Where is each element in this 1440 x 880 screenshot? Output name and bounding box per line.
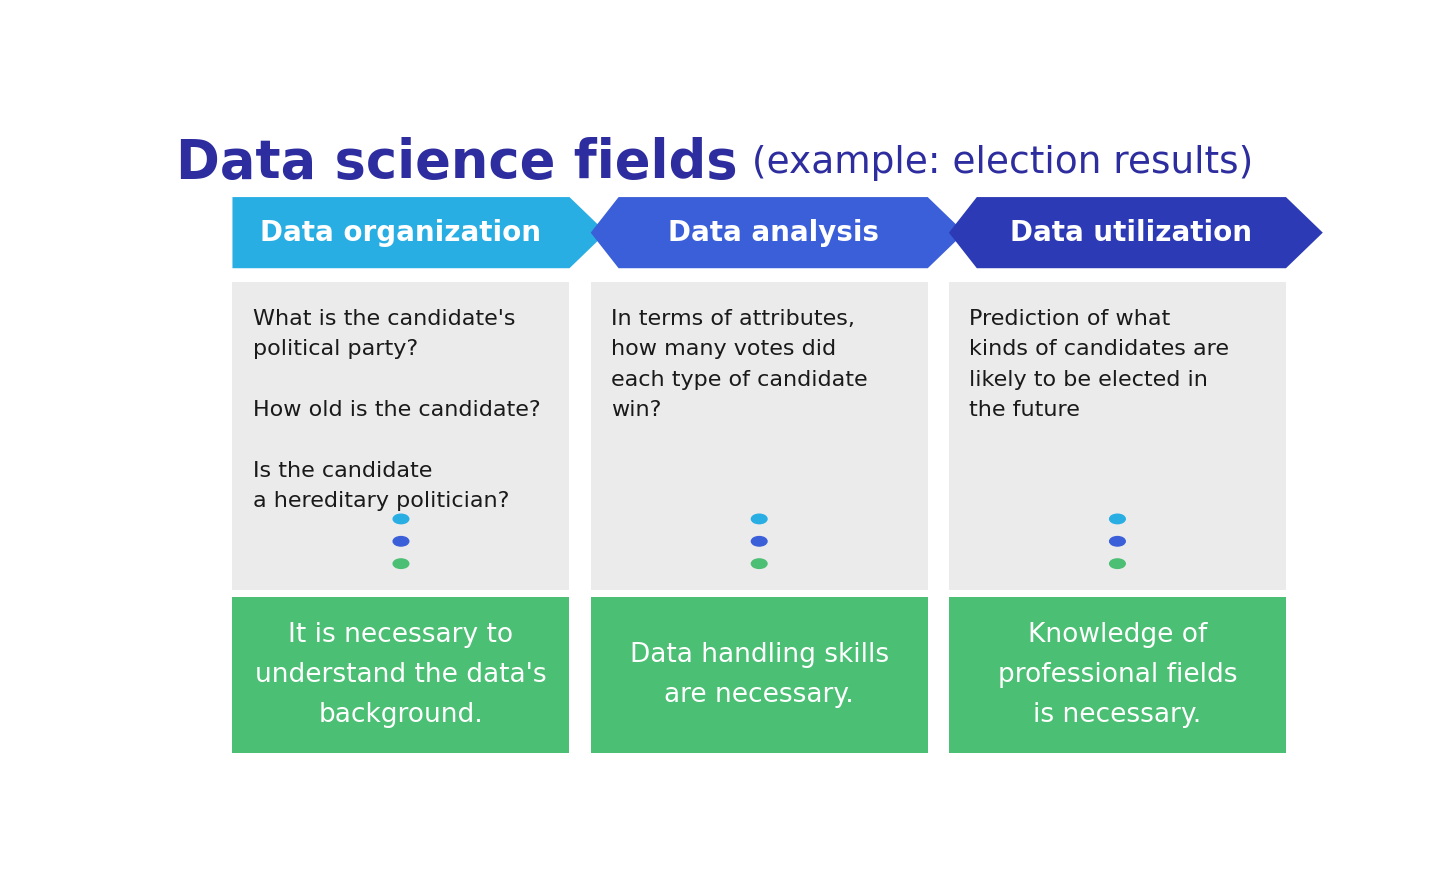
Circle shape <box>1110 537 1125 546</box>
Text: Data utilization: Data utilization <box>1011 218 1253 246</box>
FancyBboxPatch shape <box>232 282 569 590</box>
FancyBboxPatch shape <box>590 597 927 752</box>
Text: Data analysis: Data analysis <box>668 218 878 246</box>
Circle shape <box>752 514 768 524</box>
Text: Knowledge of
professional fields
is necessary.: Knowledge of professional fields is nece… <box>998 622 1237 728</box>
Text: What is the candidate's
political party?

How old is the candidate?

Is the cand: What is the candidate's political party?… <box>252 309 540 511</box>
Polygon shape <box>949 197 1323 268</box>
Circle shape <box>752 537 768 546</box>
Polygon shape <box>590 197 965 268</box>
Circle shape <box>1110 514 1125 524</box>
Text: (example: election results): (example: election results) <box>740 145 1253 181</box>
Circle shape <box>393 537 409 546</box>
Circle shape <box>1110 559 1125 568</box>
FancyBboxPatch shape <box>232 597 569 752</box>
Circle shape <box>393 559 409 568</box>
Text: Prediction of what
kinds of candidates are
likely to be elected in
the future: Prediction of what kinds of candidates a… <box>969 309 1228 420</box>
Text: It is necessary to
understand the data's
background.: It is necessary to understand the data's… <box>255 622 547 728</box>
Text: Data handling skills
are necessary.: Data handling skills are necessary. <box>629 642 888 708</box>
FancyBboxPatch shape <box>590 282 927 590</box>
Text: In terms of attributes,
how many votes did
each type of candidate
win?: In terms of attributes, how many votes d… <box>611 309 867 420</box>
Polygon shape <box>232 197 606 268</box>
Text: Data science fields: Data science fields <box>176 137 739 189</box>
Circle shape <box>752 559 768 568</box>
Circle shape <box>393 514 409 524</box>
FancyBboxPatch shape <box>949 597 1286 752</box>
Text: Data organization: Data organization <box>261 218 541 246</box>
FancyBboxPatch shape <box>949 282 1286 590</box>
